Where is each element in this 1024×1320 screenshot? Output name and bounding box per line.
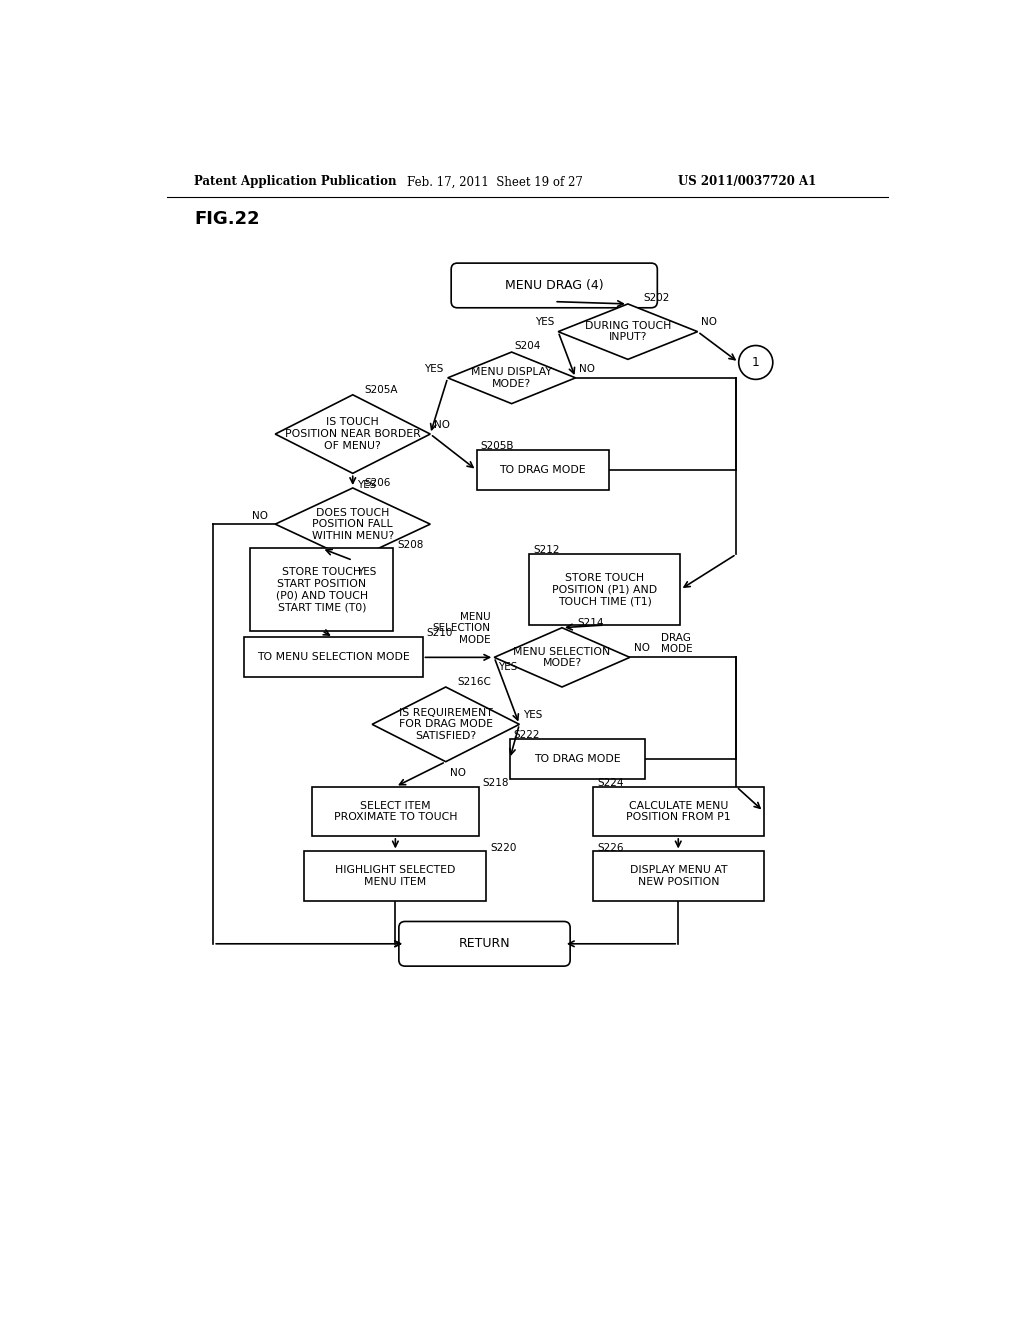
Text: S205B: S205B — [480, 441, 514, 451]
Text: YES: YES — [498, 661, 517, 672]
Text: NO: NO — [450, 768, 466, 779]
Text: DISPLAY MENU AT
NEW POSITION: DISPLAY MENU AT NEW POSITION — [630, 865, 727, 887]
Polygon shape — [372, 686, 519, 762]
Text: NO: NO — [634, 643, 649, 653]
Text: DRAG
MODE: DRAG MODE — [660, 632, 692, 655]
Text: STORE TOUCH
START POSITION
(P0) AND TOUCH
START TIME (T0): STORE TOUCH START POSITION (P0) AND TOUC… — [275, 568, 368, 612]
Polygon shape — [558, 304, 697, 359]
Text: S212: S212 — [532, 545, 559, 556]
Text: TO DRAG MODE: TO DRAG MODE — [535, 754, 621, 764]
Text: DURING TOUCH
INPUT?: DURING TOUCH INPUT? — [585, 321, 671, 342]
Text: S210: S210 — [426, 628, 453, 639]
Polygon shape — [495, 628, 630, 686]
Text: S222: S222 — [514, 730, 540, 741]
Text: S214: S214 — [578, 618, 604, 628]
Text: S208: S208 — [397, 540, 424, 549]
Text: RETURN: RETURN — [459, 937, 510, 950]
Text: S202: S202 — [643, 293, 670, 302]
Bar — [477, 450, 608, 490]
Text: YES: YES — [535, 317, 554, 327]
Bar — [593, 787, 764, 836]
Text: NO: NO — [434, 420, 451, 430]
Text: S204: S204 — [515, 341, 541, 351]
Text: NO: NO — [252, 511, 268, 521]
Text: S224: S224 — [597, 777, 624, 788]
Text: Patent Application Publication: Patent Application Publication — [194, 176, 396, 189]
Text: S216C: S216C — [458, 677, 492, 688]
Text: YES: YES — [424, 363, 443, 374]
Text: S220: S220 — [490, 842, 517, 853]
Text: S206: S206 — [365, 478, 391, 488]
Text: YES: YES — [356, 480, 376, 490]
Bar — [304, 851, 486, 900]
Text: MENU DISPLAY
MODE?: MENU DISPLAY MODE? — [471, 367, 552, 388]
Text: TO DRAG MODE: TO DRAG MODE — [500, 465, 586, 475]
Text: YES: YES — [523, 710, 543, 721]
Text: STORE TOUCH
POSITION (P1) AND
TOUCH TIME (T1): STORE TOUCH POSITION (P1) AND TOUCH TIME… — [552, 573, 657, 606]
Bar — [245, 638, 423, 677]
Text: DOES TOUCH
POSITION FALL
WITHIN MENU?: DOES TOUCH POSITION FALL WITHIN MENU? — [311, 508, 394, 541]
Text: S205A: S205A — [365, 385, 398, 395]
Text: NO: NO — [580, 363, 595, 374]
Text: NO: NO — [701, 317, 718, 327]
Bar — [250, 548, 393, 631]
Text: MENU
SELECTION
MODE: MENU SELECTION MODE — [432, 611, 490, 644]
Polygon shape — [275, 488, 430, 561]
Polygon shape — [447, 352, 575, 404]
FancyBboxPatch shape — [399, 921, 570, 966]
Bar — [510, 739, 645, 779]
Text: S226: S226 — [597, 842, 624, 853]
Text: CALCULATE MENU
POSITION FROM P1: CALCULATE MENU POSITION FROM P1 — [626, 800, 730, 822]
Polygon shape — [275, 395, 430, 474]
Text: YES: YES — [356, 566, 376, 577]
Bar — [312, 787, 478, 836]
Text: S218: S218 — [482, 777, 509, 788]
Text: 1: 1 — [752, 356, 760, 370]
Text: IS REQUIREMENT
FOR DRAG MODE
SATISFIED?: IS REQUIREMENT FOR DRAG MODE SATISFIED? — [398, 708, 493, 741]
Text: MENU SELECTION
MODE?: MENU SELECTION MODE? — [513, 647, 610, 668]
Text: MENU DRAG (4): MENU DRAG (4) — [505, 279, 603, 292]
Text: TO MENU SELECTION MODE: TO MENU SELECTION MODE — [257, 652, 410, 663]
Text: SELECT ITEM
PROXIMATE TO TOUCH: SELECT ITEM PROXIMATE TO TOUCH — [334, 800, 457, 822]
Text: FIG.22: FIG.22 — [194, 210, 259, 228]
Text: Feb. 17, 2011  Sheet 19 of 27: Feb. 17, 2011 Sheet 19 of 27 — [407, 176, 583, 189]
Bar — [593, 851, 764, 900]
Text: IS TOUCH
POSITION NEAR BORDER
OF MENU?: IS TOUCH POSITION NEAR BORDER OF MENU? — [285, 417, 421, 450]
Bar — [529, 554, 680, 626]
FancyBboxPatch shape — [452, 263, 657, 308]
Text: HIGHLIGHT SELECTED
MENU ITEM: HIGHLIGHT SELECTED MENU ITEM — [335, 865, 456, 887]
Text: US 2011/0037720 A1: US 2011/0037720 A1 — [678, 176, 816, 189]
Circle shape — [738, 346, 773, 379]
